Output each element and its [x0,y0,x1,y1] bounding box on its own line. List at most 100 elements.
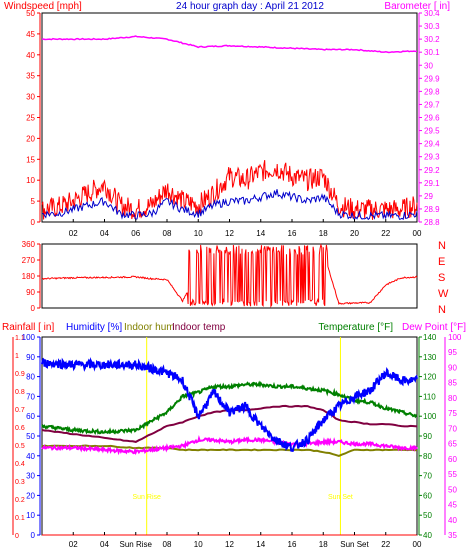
compass-label: E [438,256,445,268]
humidity-axis-label: Humidity [%] [66,322,122,333]
hour-tick-label: 10 [194,540,203,549]
humidity-tick-label: 10 [26,511,35,520]
hour-tick-label: 18 [319,229,328,238]
windspeed-tick-label: 20 [26,134,35,143]
humidity-line [41,357,418,452]
hour-tick-label: 12 [225,540,234,549]
barometer-tick-label: 30.1 [424,48,440,57]
hour-tick-label: 02 [69,540,78,549]
direction-tick-label: 270 [22,256,36,265]
rainfall-tick-label: 0.6 [15,425,25,432]
dewpoint-axis-label: Dew Point [°F] [402,322,466,333]
hour-tick-label: 18 [319,540,328,549]
windspeed-gust-line [41,160,418,220]
hour-tick-label: 22 [381,229,390,238]
barometer-tick-label: 30.4 [424,9,440,18]
compass-label: N [438,240,446,252]
compass-label: S [438,272,445,284]
dewpoint-tick-label: 75 [448,409,457,418]
sun-marker-caption: Sun Rise [132,494,161,501]
barometer-line [42,35,418,54]
barometer-tick-label: 29.7 [424,100,440,109]
hour-tick-label: 08 [163,229,172,238]
dewpoint-tick-label: 35 [448,531,457,540]
hour-tick-label: 00 [413,229,422,238]
windspeed-tick-label: 25 [26,114,35,123]
graph-title: 24 hour graph day : April 21 2012 [176,1,324,12]
hour-tick-label: 14 [256,540,265,549]
temperature-tick-label: 40 [423,531,432,540]
hour-tick-label: 08 [163,540,172,549]
barometer-tick-label: 29.8 [424,87,440,96]
rainfall-tick-label: 0.2 [15,497,25,504]
hour-tick-label: 12 [225,229,234,238]
barometer-axis-label: Barometer [ in] [384,1,450,12]
windspeed-tick-label: 50 [26,9,35,18]
dewpoint-tick-label: 60 [448,455,457,464]
rainfall-tick-label: 0.9 [15,371,25,378]
windspeed-tick-label: 40 [26,51,35,60]
temperature-line [41,380,418,435]
direction-tick-label: 0 [31,304,36,313]
hour-tick-label: 20 [350,229,359,238]
windspeed-tick-label: 0 [31,218,36,227]
barometer-tick-label: 30.2 [424,35,440,44]
humidity-tick-label: 70 [26,392,35,401]
dewpoint-tick-label: 40 [448,516,457,525]
windspeed-tick-label: 15 [26,155,35,164]
dewpoint-tick-label: 90 [448,363,457,372]
hour-tick-label: 16 [288,229,297,238]
rainfall-tick-label: 0.7 [15,407,25,414]
temperature-tick-label: 60 [423,491,432,500]
barometer-tick-label: 29.4 [424,140,440,149]
hour-tick-label: 10 [194,229,203,238]
humidity-tick-label: 20 [26,491,35,500]
hour-tick-label: 04 [100,540,109,549]
indoor-hum-axis-label: Indoor hum [124,322,175,333]
barometer-tick-label: 29 [424,192,433,201]
windspeed-tick-label: 35 [26,72,35,81]
dewpoint-tick-label: 45 [448,501,457,510]
barometer-tick-label: 29.1 [424,179,440,188]
rainfall-tick-label: 0.8 [15,389,25,396]
barometer-tick-label: 30.3 [424,22,440,31]
humidity-tick-label: 80 [26,373,35,382]
temperature-tick-label: 90 [423,432,432,441]
temperature-tick-label: 70 [423,472,432,481]
barometer-tick-label: 29.5 [424,127,440,136]
hour-tick-label: 06 [131,229,140,238]
dewpoint-tick-label: 85 [448,379,457,388]
wind-direction-line [41,243,418,308]
rainfall-tick-label: 0.5 [15,443,25,450]
rainfall-tick-label: 0 [15,533,19,540]
barometer-tick-label: 29.3 [424,153,440,162]
temperature-tick-label: 50 [423,511,432,520]
hour-tick-label: 04 [100,229,109,238]
humidity-tick-label: 0 [31,531,36,540]
rainfall-tick-label: 0.1 [15,515,25,522]
rainfall-tick-label: 0.4 [15,461,25,468]
dewpoint-tick-label: 50 [448,485,457,494]
temperature-axis-label: Temperature [°F] [318,322,393,333]
windspeed-tick-label: 10 [26,176,35,185]
windspeed-tick-label: 5 [31,197,36,206]
barometer-tick-label: 28.8 [424,218,440,227]
windspeed-tick-label: 45 [26,30,35,39]
humidity-tick-label: 90 [26,353,35,362]
direction-tick-label: 180 [22,272,36,281]
barometer-tick-label: 29.9 [424,74,440,83]
temperature-tick-label: 140 [423,333,437,342]
rainfall-tick-label: 1.1 [15,335,25,342]
windspeed-tick-label: 30 [26,93,35,102]
hour-tick-label: Sun Set [340,540,369,549]
direction-panel-frame [41,243,418,309]
dewpoint-tick-label: 80 [448,394,457,403]
indoor-hum-line [41,444,418,457]
temperature-tick-label: 110 [423,392,436,401]
compass-label: N [438,304,446,316]
hour-tick-label: 22 [381,540,390,549]
hour-tick-label: Sun Rise [120,540,153,549]
temperature-tick-label: 130 [423,353,437,362]
